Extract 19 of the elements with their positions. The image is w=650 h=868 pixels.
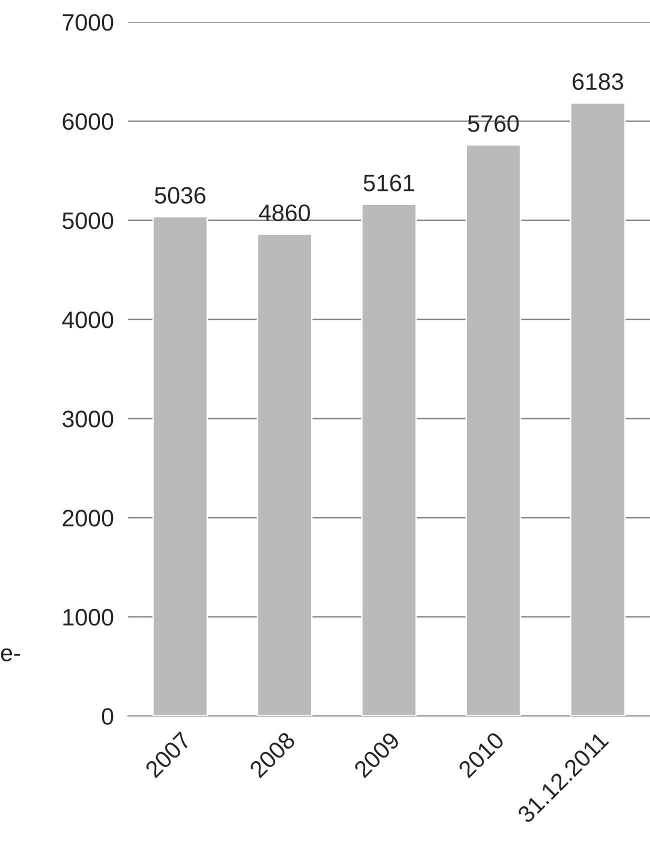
y-tick-label: 5000: [62, 212, 114, 230]
data-label: 5036: [154, 186, 206, 204]
y-tick-label: 4000: [62, 311, 114, 328]
bar: [361, 204, 417, 716]
y-tick-label: 7000: [62, 14, 114, 31]
y-tick-label: 3000: [62, 410, 114, 428]
bar: [570, 102, 626, 716]
bar: [152, 216, 208, 716]
bar: [256, 233, 312, 716]
data-label: 4860: [258, 204, 310, 222]
y-tick-label: 0: [102, 708, 114, 725]
y-tick-label: 6000: [62, 113, 114, 130]
data-label: 5760: [468, 115, 519, 132]
data-label: 5161: [364, 174, 414, 192]
y-tick-label: 1000: [63, 608, 114, 626]
y-tick-label: 2000: [62, 510, 114, 526]
data-label: 6183: [572, 73, 624, 90]
bar: [466, 144, 522, 716]
text: e-: [1, 648, 20, 662]
